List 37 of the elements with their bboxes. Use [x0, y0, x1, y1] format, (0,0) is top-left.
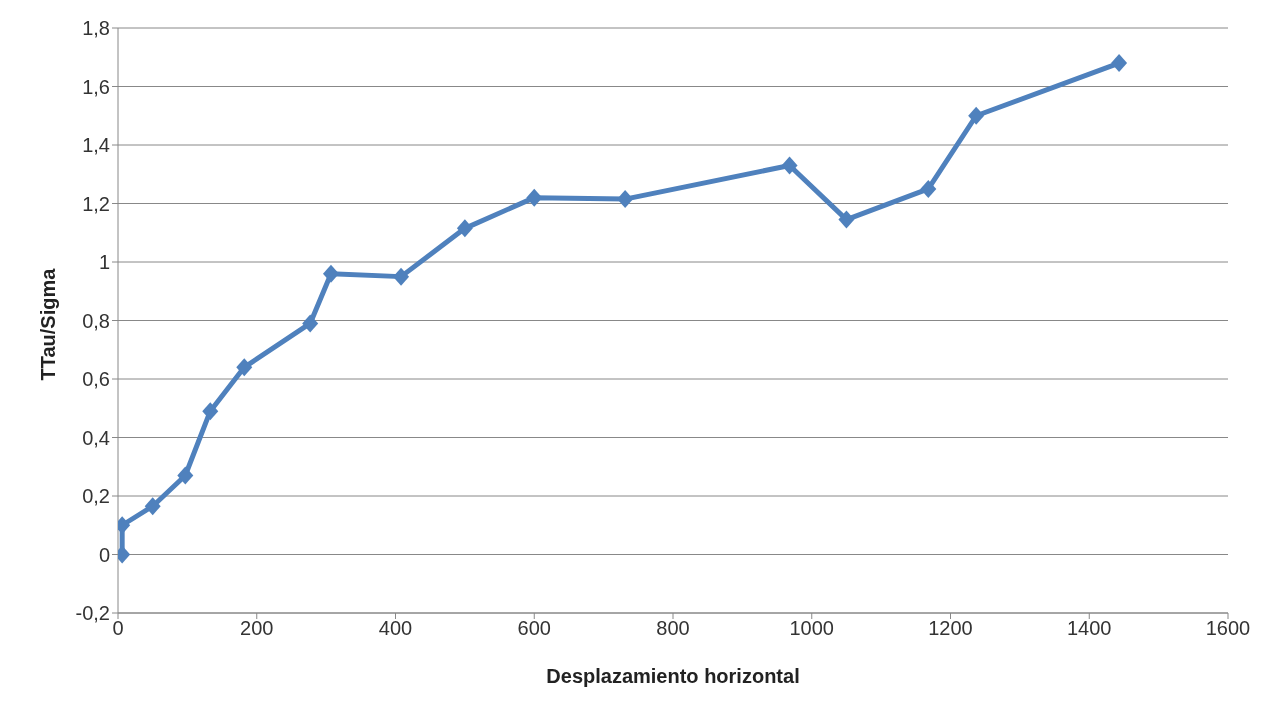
- x-tick-label: 1000: [789, 617, 834, 640]
- x-axis-title: Desplazamiento horizontal: [546, 665, 800, 687]
- x-tick-label: 0: [112, 617, 124, 640]
- y-tick-label: 0,8: [82, 309, 110, 332]
- y-axis-title: TTau/Sigma: [37, 267, 60, 381]
- y-tick-label: 0,6: [82, 368, 110, 391]
- point: [781, 156, 798, 175]
- point: [322, 264, 339, 283]
- y-tick-label: -0,2: [75, 602, 110, 625]
- point: [202, 402, 219, 421]
- point: [617, 190, 634, 209]
- point: [526, 188, 543, 207]
- point: [920, 179, 937, 198]
- point: [302, 314, 319, 333]
- point: [456, 219, 473, 238]
- point: [1111, 54, 1128, 73]
- x-tick-label: 1200: [928, 617, 973, 640]
- y-tick-label: 0,2: [82, 485, 110, 508]
- y-tick-label: 1,2: [82, 192, 110, 215]
- y-tick-label: 1,4: [82, 134, 110, 157]
- y-tick-label: 0: [98, 543, 110, 566]
- x-tick-label: 400: [378, 617, 413, 640]
- y-tick-label: 1,8: [82, 17, 110, 40]
- x-tick-label: 1400: [1067, 617, 1112, 640]
- x-tick-label: 600: [517, 617, 551, 640]
- point: [838, 210, 855, 229]
- x-tick-label: 200: [240, 617, 274, 640]
- point: [144, 497, 161, 516]
- x-tick-label: 1600: [1205, 617, 1251, 640]
- x-tick-label: 800: [656, 617, 690, 640]
- point: [236, 358, 253, 377]
- y-tick-label: 1,6: [82, 75, 110, 98]
- point: [968, 106, 985, 125]
- y-tick-label: 1: [98, 251, 110, 274]
- point: [393, 267, 410, 286]
- y-tick-label: 0,4: [82, 426, 110, 449]
- point: [177, 466, 194, 485]
